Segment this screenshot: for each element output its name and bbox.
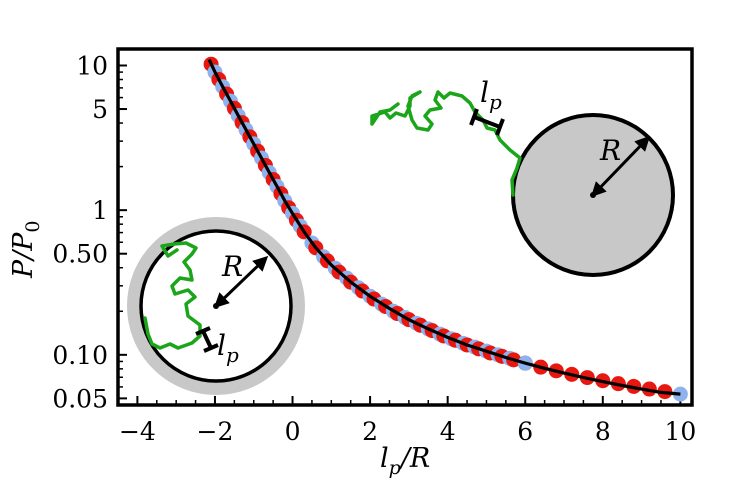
inner-bar-cap-bottom [203, 343, 219, 353]
x-tick-label: −4 [119, 417, 156, 446]
y-tick-label: 0.05 [52, 384, 108, 413]
y-tick-label: 5 [92, 95, 108, 124]
y-tick-label: 0.10 [52, 341, 108, 370]
x-tick-label: 2 [362, 417, 378, 446]
cavity-shell [127, 217, 305, 395]
inner-persistence-label: lp [217, 329, 239, 367]
fit-line [207, 58, 681, 396]
x-axis-label: lp/R [380, 443, 430, 479]
outer-persistence-label: lp [480, 76, 502, 114]
xlabel-rest: /R [398, 443, 430, 474]
x-tick-label: −2 [197, 417, 234, 446]
y-tick-label: 10 [76, 51, 108, 80]
ylabel-p: P/P [8, 232, 39, 279]
inner-cavity-inset: R lp [127, 217, 305, 395]
xlabel-sub: p [389, 457, 401, 479]
inner-persistence-bar [201, 330, 213, 349]
outer-bar-cap-right [495, 118, 505, 136]
outer-radius-arrow [590, 135, 651, 198]
outer-sphere-inset: R lp [370, 76, 675, 277]
y-tick-label: 0.50 [52, 240, 108, 269]
plot-frame [116, 47, 694, 407]
x-tick-label: 8 [595, 417, 611, 446]
x-tick-label: 0 [285, 417, 301, 446]
inner-radius-label: R [221, 250, 243, 283]
outer-lp-l: l [480, 76, 489, 109]
outer-radius-label: R [599, 134, 621, 167]
inner-bar-cap-top [195, 326, 211, 336]
ylabel-sub: 0 [22, 220, 44, 232]
axis-ticks: −4 −2 0 2 4 6 8 10 0.05 0.10 0.50 1 5 10 [52, 51, 696, 446]
x-tick-label: 10 [664, 417, 696, 446]
outer-lp-sub: p [489, 90, 502, 114]
outer-polymer-chain [370, 90, 522, 197]
inner-polymer-chain [143, 241, 202, 350]
outer-bar-cap-left [469, 108, 479, 126]
x-tick-label: 6 [517, 417, 533, 446]
data-layer [203, 56, 688, 402]
inner-lp-sub: p [226, 343, 239, 367]
xlabel-l: l [380, 443, 389, 474]
x-tick-label: 4 [440, 417, 456, 446]
inner-lp-l: l [217, 329, 226, 362]
y-axis-label: P/P0 [8, 220, 44, 279]
outer-persistence-bar [473, 115, 501, 129]
inner-radius-arrow [213, 255, 269, 309]
y-tick-label: 1 [92, 196, 108, 225]
